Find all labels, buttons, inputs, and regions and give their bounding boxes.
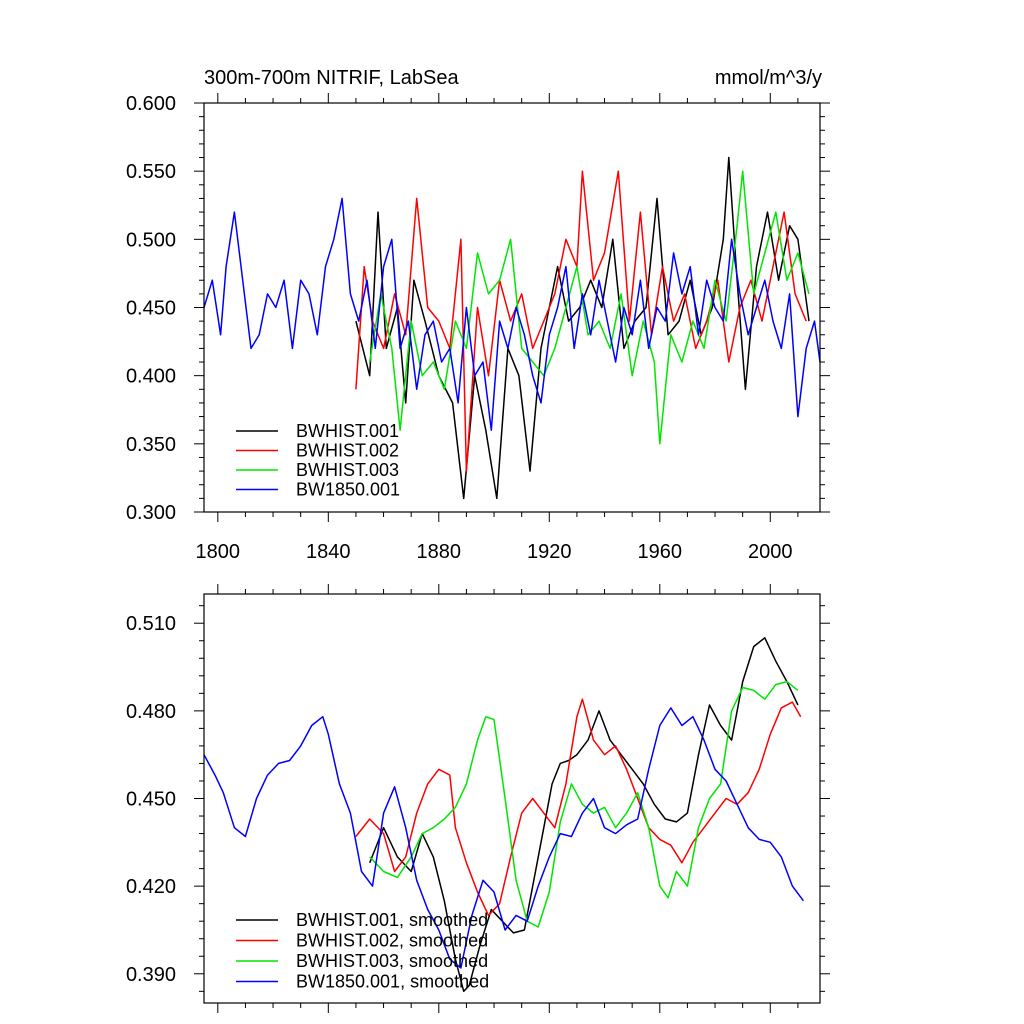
legend-label-0: BWHIST.001, smoothed (296, 910, 488, 930)
y-tick-label: 0.350 (126, 434, 176, 456)
legend-label-3: BW1850.001 (296, 480, 400, 500)
x-tick-label: 1920 (527, 541, 572, 563)
series-line-0 (355, 156, 810, 500)
y-tick-label: 0.450 (126, 789, 176, 811)
series-line-3 (203, 707, 805, 969)
series-line-3 (203, 197, 821, 431)
bottom-series (203, 637, 805, 993)
x-tick-label: 1840 (306, 541, 351, 563)
legend-label-1: BWHIST.002 (296, 441, 399, 461)
legend-label-2: BWHIST.003, smoothed (296, 951, 488, 971)
legend-label-0: BWHIST.001 (296, 421, 399, 441)
y-tick-label: 0.480 (126, 701, 176, 723)
legend-label-2: BWHIST.003 (296, 460, 399, 480)
top-series (203, 156, 821, 500)
y-tick-label: 0.500 (126, 229, 176, 251)
bottom-panel: 0.390 0.420 0.450 0.480 0.510 BWHIST.001, sm… (126, 584, 830, 1013)
x-tick-label: 1880 (417, 541, 462, 563)
series-line-2 (368, 170, 810, 445)
series-line-2 (369, 680, 799, 928)
x-tick-label: 2000 (748, 541, 793, 563)
y-tick-label: 0.420 (126, 876, 176, 898)
x-tick-label: 1800 (196, 541, 241, 563)
series-line-0 (369, 637, 799, 993)
y-tick-label: 0.600 (126, 93, 176, 115)
y-tick-label: 0.300 (126, 502, 176, 524)
top-title: 300m-700m NITRIF, LabSea (204, 67, 459, 89)
bottom-axes: 0.390 0.420 0.450 0.480 0.510 (126, 584, 830, 1013)
series-line-1 (355, 698, 802, 917)
y-tick-label: 0.390 (126, 964, 176, 986)
y-tick-label: 0.510 (126, 613, 176, 635)
legend-label-3: BW1850.001, smoothed (296, 972, 489, 992)
legend-label-1: BWHIST.002, smoothed (296, 931, 488, 951)
y-tick-label: 0.550 (126, 161, 176, 183)
top-panel: 300m-700m NITRIF, LabSea mmol/m^3/y 1800… (126, 67, 830, 563)
top-axes: 1800 1840 1880 1920 1960 2000 0.300 0.350 0.400 0… (126, 93, 830, 563)
y-tick-label: 0.400 (126, 366, 176, 388)
top-units: mmol/m^3/y (715, 67, 822, 89)
y-tick-label: 0.450 (126, 298, 176, 320)
x-tick-label: 1960 (638, 541, 683, 563)
